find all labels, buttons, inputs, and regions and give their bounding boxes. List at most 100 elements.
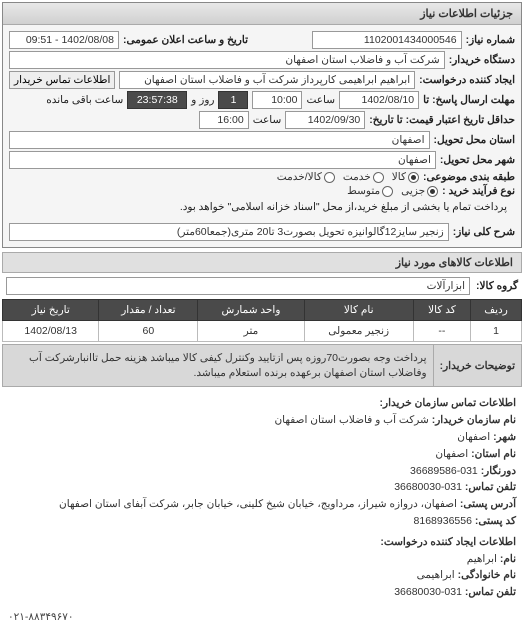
phone-label: تلفن تماس: [465, 481, 516, 493]
subject-field: زنجیر سایز12گالوانیزه تحویل بصورت3 تا20 … [9, 223, 449, 241]
col-qty: تعداد / مقدار [99, 300, 198, 321]
cell-name: زنجیر معمولی [304, 321, 413, 342]
days-suffix: روز و [191, 94, 214, 106]
deliver-city-field: اصفهان [9, 151, 436, 169]
creator-phone-row: تلفن تماس: 031-36680030 [8, 584, 516, 601]
radio-jozi[interactable]: جزیی [401, 185, 438, 197]
row-buy-type: نوع فرآیند خرید : جزیی متوسط پرداخت تمام… [9, 185, 515, 213]
contact-section: اطلاعات تماس سازمان خریدار: نام سازمان خ… [0, 389, 524, 607]
contact-fax-row: دورنگار: 031-36689586 [8, 463, 516, 480]
fax-label: دورنگار: [481, 465, 516, 477]
col-name: نام کالا [304, 300, 413, 321]
items-table: ردیف کد کالا نام کالا واحد شمارش تعداد /… [2, 299, 522, 342]
org-label: نام سازمان خریدار: [432, 414, 516, 426]
row-reply-deadline: مهلت ارسال پاسخ: تا 1402/08/10 ساعت 10:0… [9, 91, 515, 109]
radio-motevaset[interactable]: متوسط [347, 185, 393, 197]
remain-suffix: ساعت باقی مانده [46, 94, 123, 106]
city-value: اصفهان [457, 431, 490, 443]
contact-org-row: نام سازمان خریدار: شرکت آب و فاضلاب استا… [8, 412, 516, 429]
province-value: اصفهان [435, 448, 468, 460]
name-label: نام: [500, 553, 516, 565]
deliver-loc-label: استان محل تحویل: [434, 134, 515, 146]
province-label: نام استان: [471, 448, 516, 460]
reply-label: مهلت ارسال پاسخ: تا [423, 94, 515, 106]
radio-kala[interactable]: کالا [392, 171, 419, 183]
row-creator: ایجاد کننده درخواست: ابراهیم ابراهیمی کا… [9, 71, 515, 89]
classify-type-group: کالا خدمت کالا/خدمت [277, 171, 419, 183]
reply-time-field: 10:00 [252, 91, 302, 109]
row-buyer: دستگاه خریدار: شرکت آب و فاضلاب استان اص… [9, 51, 515, 69]
remain-time-field: 23:57:38 [127, 91, 187, 109]
address-label: آدرس پستی: [460, 498, 516, 510]
contact-buyer-button[interactable]: اطلاعات تماس خریدار [9, 71, 115, 89]
table-header-row: ردیف کد کالا نام کالا واحد شمارش تعداد /… [3, 300, 522, 321]
city-label: شهر: [493, 431, 516, 443]
postal-value: 8168936556 [414, 515, 472, 527]
classify-type-label: طبقه بندی موضوعی: [423, 171, 515, 183]
radio-icon [382, 186, 393, 197]
cell-date: 1402/08/13 [3, 321, 99, 342]
validity-label: حداقل تاریخ اعتبار قیمت: تا تاریخ: [369, 114, 515, 126]
req-no-label: شماره نیاز: [466, 34, 515, 46]
org-value: شرکت آب و فاضلاب استان اصفهان [274, 414, 428, 426]
validity-time-field: 16:00 [199, 111, 249, 129]
lname-value: ابراهیمی [417, 569, 455, 581]
subject-label: شرح کلی نیاز: [453, 226, 515, 238]
radio-kala-khadamat[interactable]: کالا/خدمت [277, 171, 335, 183]
validity-date-field: 1402/09/30 [285, 111, 365, 129]
radio-kk-label: کالا/خدمت [277, 171, 322, 183]
col-code: کد کالا [413, 300, 470, 321]
days-count-field: 1 [218, 91, 248, 109]
radio-khadamat[interactable]: خدمت [343, 171, 384, 183]
table-row: 1 -- زنجیر معمولی متر 60 1402/08/13 [3, 321, 522, 342]
radio-kala-label: کالا [392, 171, 406, 183]
lname-label: نام خانوادگی: [458, 569, 516, 581]
col-unit: واحد شمارش [198, 300, 304, 321]
buyer-label: دستگاه خریدار: [449, 54, 515, 66]
radio-motevaset-label: متوسط [347, 185, 380, 197]
note-text: پرداخت وجه بصورت70روزه پس ازتایید وکنترل… [3, 345, 433, 386]
buyer-field: شرکت آب و فاضلاب استان اصفهان [9, 51, 445, 69]
deliver-loc-field: اصفهان [9, 131, 430, 149]
name-value: ابراهیم [467, 553, 497, 565]
row-req-no: شماره نیاز: 1102001434000546 تاریخ و ساع… [9, 31, 515, 49]
radio-icon [324, 172, 335, 183]
creator-label: ایجاد کننده درخواست: [419, 74, 515, 86]
panel-title: جزئیات اطلاعات نیاز [3, 3, 521, 25]
buy-type-label: نوع فرآیند خرید : [442, 185, 515, 197]
row-deliver-province: استان محل تحویل: اصفهان [9, 131, 515, 149]
creator-name-row: نام: ابراهیم [8, 551, 516, 568]
fax-value: 031-36689586 [410, 465, 478, 477]
radio-khadamat-label: خدمت [343, 171, 371, 183]
contact-address-row: آدرس پستی: اصفهان، دروازه شیراز، مرداویج… [8, 496, 516, 513]
contact-postal-row: کد پستی: 8168936556 [8, 513, 516, 530]
items-section-title: اطلاعات کالاهای مورد نیاز [2, 252, 522, 273]
group-label: گروه کالا: [476, 280, 518, 292]
announce-label: تاریخ و ساعت اعلان عمومی: [123, 34, 248, 46]
cphone-value: 031-36680030 [394, 586, 462, 598]
deliver-city-label: شهر محل تحویل: [440, 154, 515, 166]
row-deliver-city: شهر محل تحویل: اصفهان [9, 151, 515, 169]
cell-unit: متر [198, 321, 304, 342]
announce-field: 1402/08/08 - 09:51 [9, 31, 119, 49]
table-body: 1 -- زنجیر معمولی متر 60 1402/08/13 [3, 321, 522, 342]
req-no-field: 1102001434000546 [312, 31, 462, 49]
phone-value: 031-36680030 [394, 481, 462, 493]
buyer-note-box: توضیحات خریدار: پرداخت وجه بصورت70روزه پ… [2, 344, 522, 387]
creator-field: ابراهیم ابراهیمی کارپرداز شرکت آب و فاضل… [119, 71, 415, 89]
radio-icon [373, 172, 384, 183]
time-label-2: ساعت [253, 114, 282, 126]
cell-row: 1 [471, 321, 522, 342]
radio-jozi-label: جزیی [401, 185, 425, 197]
cell-qty: 60 [99, 321, 198, 342]
table-head: ردیف کد کالا نام کالا واحد شمارش تعداد /… [3, 300, 522, 321]
buy-note: پرداخت تمام یا بخشی از مبلغ خرید،از محل … [180, 201, 507, 213]
row-validity: حداقل تاریخ اعتبار قیمت: تا تاریخ: 1402/… [9, 111, 515, 129]
buy-type-group: جزیی متوسط [347, 185, 438, 197]
time-label-1: ساعت [306, 94, 335, 106]
cell-code: -- [413, 321, 470, 342]
row-classify-type: طبقه بندی موضوعی: کالا خدمت کالا/خدمت [9, 171, 515, 183]
contact-city-row: شهر: اصفهان [8, 429, 516, 446]
panel-body: شماره نیاز: 1102001434000546 تاریخ و ساع… [3, 25, 521, 247]
footer-phone: ۰۲۱-۸۸۳۴۹۶۷۰ [0, 607, 524, 627]
